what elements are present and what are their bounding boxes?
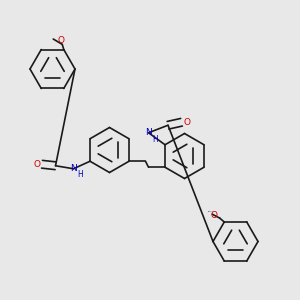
Text: methoxy: methoxy — [208, 211, 214, 212]
Text: O: O — [57, 36, 64, 45]
Text: O: O — [210, 211, 217, 220]
Text: H: H — [152, 135, 158, 144]
Text: H: H — [77, 170, 83, 179]
Text: O: O — [33, 160, 40, 169]
Text: O: O — [183, 118, 190, 127]
Text: N: N — [145, 128, 152, 137]
Text: N: N — [70, 164, 77, 173]
